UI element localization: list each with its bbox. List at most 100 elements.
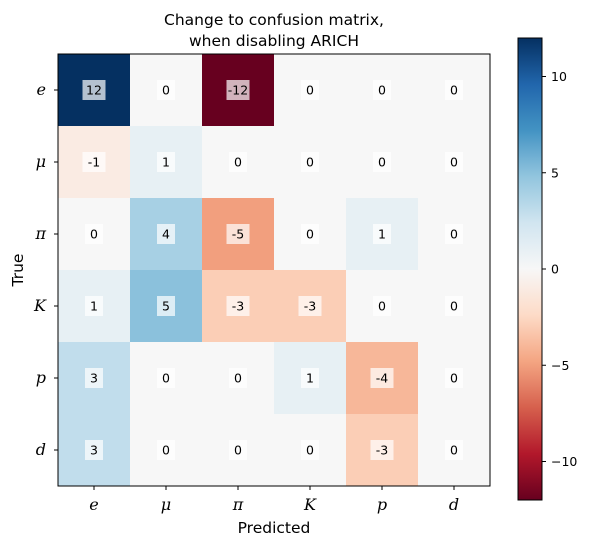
cell-label-background — [157, 224, 175, 244]
cell-label-background — [445, 80, 463, 100]
cell-value-label: -3 — [376, 443, 388, 458]
cell-value-label: 0 — [450, 227, 458, 242]
chart-title: Change to confusion matrix, when disabli… — [164, 11, 384, 50]
cell-value-label: 0 — [306, 155, 314, 170]
cell-label-background — [82, 152, 106, 172]
cell-label-background — [85, 224, 103, 244]
cell-value-label: -12 — [228, 83, 248, 98]
x-tick-label: K — [303, 495, 317, 514]
x-tick-label: p — [377, 495, 387, 514]
cell-value-label: -1 — [88, 155, 100, 170]
cell-value-label: 0 — [378, 155, 386, 170]
cell-value-label: 0 — [306, 443, 314, 458]
cell-value-label: 0 — [450, 443, 458, 458]
cell-label-background — [226, 296, 250, 316]
colorbar-tick-label: 0 — [551, 262, 559, 277]
cell-value-label: 1 — [306, 371, 314, 386]
cell-value-label: 1 — [90, 299, 98, 314]
cell-label-background — [226, 80, 250, 100]
y-axis-ticks: e μ π Kp d — [33, 80, 58, 459]
x-tick-label: μ — [161, 495, 171, 514]
cell-value-label: 0 — [234, 371, 242, 386]
cell-value-label: 0 — [306, 83, 314, 98]
cell-label-background — [301, 368, 319, 388]
cell-value-label: 0 — [90, 227, 98, 242]
y-tick-label: K — [33, 296, 47, 315]
cell-label-background — [373, 296, 391, 316]
cell-label-background — [301, 224, 319, 244]
chart-title-line-1: Change to confusion matrix, — [164, 11, 384, 29]
x-tick-label: π — [232, 495, 244, 514]
cell-value-label: 0 — [234, 155, 242, 170]
cell-label-background — [157, 152, 175, 172]
x-axis-label: Predicted — [238, 519, 311, 537]
cell-label-background — [85, 440, 103, 460]
cell-label-background — [445, 440, 463, 460]
cell-label-background — [85, 368, 103, 388]
cell-label-background — [445, 296, 463, 316]
cell-value-label: 4 — [162, 227, 170, 242]
heatmap-cells — [58, 54, 491, 487]
cell-label-background — [157, 440, 175, 460]
colorbar-tick-label: 10 — [551, 69, 567, 84]
cell-value-label: 0 — [162, 371, 170, 386]
chart-title-line-2: when disabling ARICH — [189, 32, 359, 50]
cell-label-background — [226, 224, 250, 244]
cell-value-label: 0 — [378, 299, 386, 314]
colorbar-tick-label: 5 — [551, 165, 559, 180]
cell-value-label: 3 — [90, 443, 98, 458]
y-tick-label: d — [36, 440, 46, 459]
cell-label-background — [85, 296, 103, 316]
colorbar-tick-label: −10 — [551, 454, 577, 469]
cell-value-label: 0 — [162, 83, 170, 98]
colorbar-tick-label: −5 — [551, 358, 569, 373]
cell-value-label: 0 — [450, 371, 458, 386]
y-tick-label: π — [34, 224, 46, 243]
cell-label-background — [301, 80, 319, 100]
cell-label-background — [229, 152, 247, 172]
cell-value-label: 5 — [162, 299, 170, 314]
colorbar-ticks: −10 −5 0 5 10 — [542, 69, 577, 469]
cell-value-label: 12 — [86, 83, 102, 98]
cell-label-background — [298, 296, 322, 316]
cell-value-label: 0 — [234, 443, 242, 458]
cell-value-label: 0 — [306, 227, 314, 242]
cell-value-label: 0 — [162, 443, 170, 458]
cell-value-label: 0 — [450, 299, 458, 314]
cell-label-background — [157, 296, 175, 316]
cell-value-label: 0 — [450, 83, 458, 98]
cell-label-background — [370, 440, 394, 460]
cell-value-label: 1 — [378, 227, 386, 242]
cell-label-background — [373, 80, 391, 100]
cell-label-background — [445, 152, 463, 172]
y-tick-label: p — [36, 368, 46, 387]
cell-label-background — [370, 368, 394, 388]
y-tick-label: μ — [36, 152, 46, 171]
cell-label-background — [229, 440, 247, 460]
cell-value-label: -4 — [376, 371, 389, 386]
cell-label-background — [373, 152, 391, 172]
y-axis-label: True — [9, 254, 27, 288]
cell-label-background — [445, 368, 463, 388]
cell-label-background — [157, 80, 175, 100]
cell-value-label: 1 — [162, 155, 170, 170]
x-tick-label: e — [89, 495, 98, 514]
plot-frame — [57, 53, 491, 487]
cell-value-label: 3 — [90, 371, 98, 386]
cell-value-label: 0 — [450, 155, 458, 170]
cell-value-label: -3 — [304, 299, 316, 314]
cell-label-background — [157, 368, 175, 388]
cell-label-background — [229, 368, 247, 388]
cell-value-label: -5 — [232, 227, 244, 242]
cell-label-background — [82, 80, 106, 100]
y-tick-label: e — [37, 80, 46, 99]
cell-label-background — [445, 224, 463, 244]
cell-value-label: -3 — [232, 299, 244, 314]
colorbar — [518, 38, 542, 500]
heatmap-cell-labels: 12 0 -12 0 0 0 -1 1 0 0 0 0 0 4 -5 0 1 0 1 5 -3 -3 0 0 3 0 0 1 -4 0 3 0… — [82, 80, 463, 460]
cell-label-background — [301, 440, 319, 460]
cell-value-label: 0 — [378, 83, 386, 98]
cell-label-background — [373, 224, 391, 244]
